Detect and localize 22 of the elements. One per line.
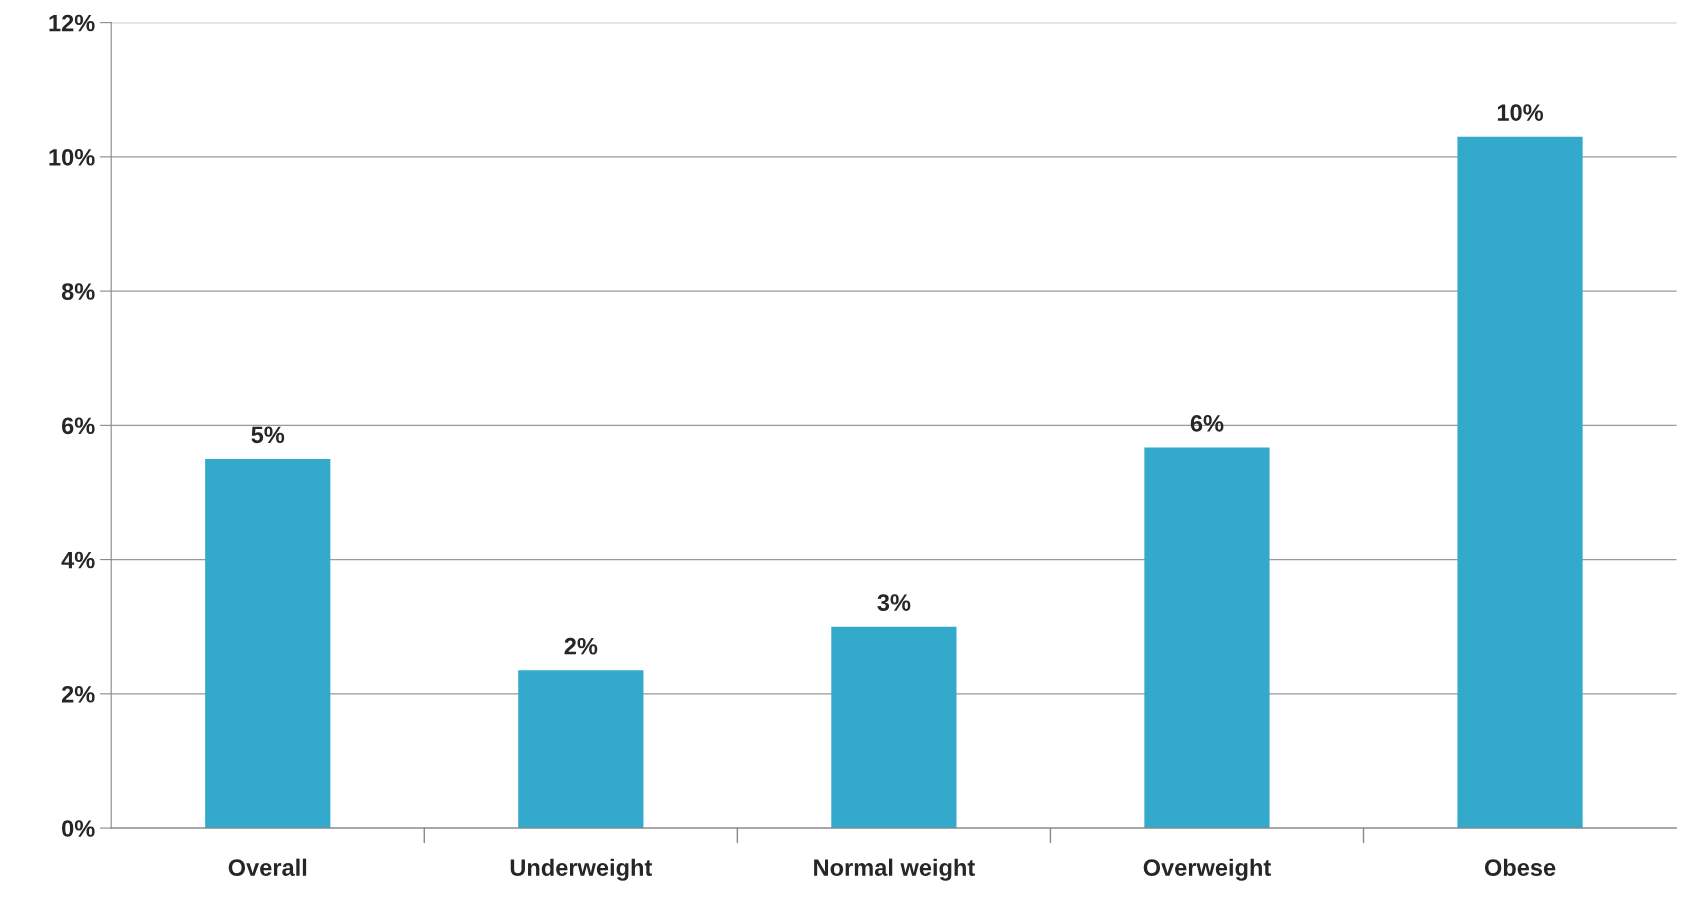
data-label: 10% xyxy=(1497,104,1544,121)
x-tick-label: Overall xyxy=(228,858,307,876)
x-tick-label: Normal weight xyxy=(814,858,975,881)
x-tick-label: Overweight xyxy=(1143,858,1271,881)
y-tick-label: 12% xyxy=(49,14,95,32)
data-label: 3% xyxy=(877,594,911,611)
bar xyxy=(1457,136,1583,829)
y-tick-label: 10% xyxy=(49,148,95,166)
y-tick-label: 2% xyxy=(61,685,95,703)
data-label: 6% xyxy=(1190,415,1224,432)
bar xyxy=(205,458,331,829)
data-label: 2% xyxy=(564,637,598,655)
bar xyxy=(518,670,644,829)
y-tick-label: 6% xyxy=(61,417,95,435)
y-tick-label: 4% xyxy=(61,551,95,569)
bar xyxy=(1144,447,1270,829)
bar xyxy=(831,626,957,829)
x-tick-label: Underweight xyxy=(510,858,653,881)
x-tick-label: Obese xyxy=(1484,858,1556,876)
data-label: 5% xyxy=(251,426,285,444)
y-tick-label: 8% xyxy=(61,283,95,300)
y-tick-label: 0% xyxy=(62,820,95,837)
